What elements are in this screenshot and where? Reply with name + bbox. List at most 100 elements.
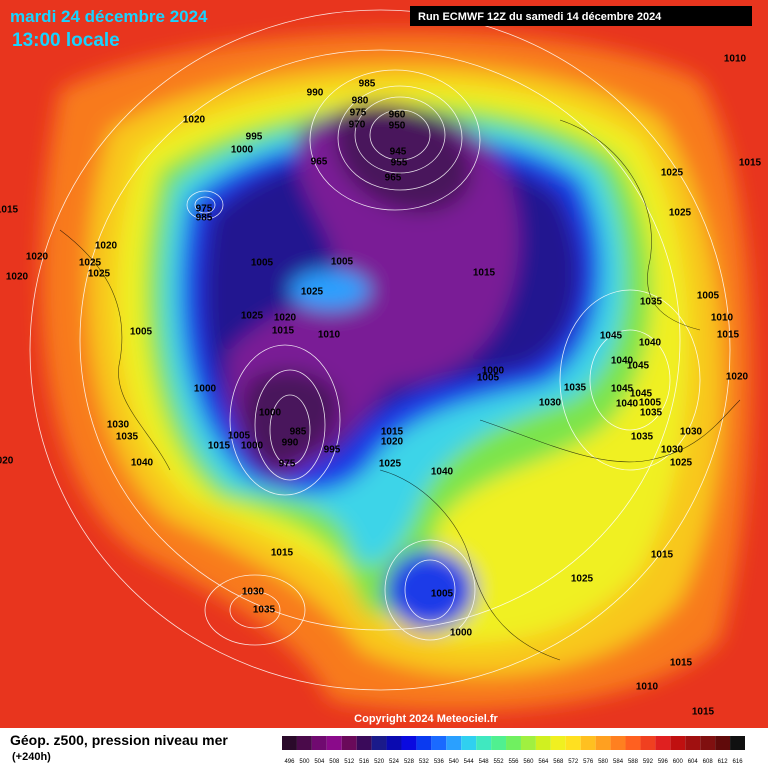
legend-swatch xyxy=(311,736,327,750)
pressure-label: 995 xyxy=(324,445,341,456)
footer-title: Géop. z500, pression niveau mer xyxy=(10,732,228,748)
legend-label: 612 xyxy=(718,759,729,765)
legend-swatch xyxy=(326,736,342,750)
pressure-label: 970 xyxy=(349,120,366,131)
pressure-label: 1025 xyxy=(379,459,402,470)
legend-label: 552 xyxy=(494,759,505,765)
run-info: Run ECMWF 12Z du samedi 14 décembre 2024 xyxy=(418,11,662,23)
legend-label: 496 xyxy=(284,759,295,765)
pressure-label: 1005 xyxy=(331,257,354,268)
legend-label: 540 xyxy=(449,759,460,765)
pressure-label: 1025 xyxy=(571,574,594,585)
pressure-label: 1020 xyxy=(274,313,297,324)
legend-label: 588 xyxy=(628,759,639,765)
pressure-label: 1015 xyxy=(272,326,295,337)
isobars xyxy=(29,9,731,691)
legend-label: 512 xyxy=(344,759,355,765)
pressure-label: 985 xyxy=(359,79,376,90)
legend-swatch xyxy=(491,736,507,750)
map-date: mardi 24 décembre 2024 xyxy=(10,7,208,26)
pressure-label: 1000 xyxy=(194,384,217,395)
legend-swatch xyxy=(431,736,447,750)
pressure-label: 960 xyxy=(389,110,406,121)
legend-swatch xyxy=(371,736,387,750)
legend-label: 564 xyxy=(538,759,549,765)
pressure-label: 995 xyxy=(246,132,263,143)
legend-swatch xyxy=(341,736,357,750)
pressure-label: 1015 xyxy=(271,548,294,559)
pressure-label: 1020 xyxy=(26,252,49,263)
legend-swatch xyxy=(640,736,656,750)
pressure-label: 975 xyxy=(279,459,296,470)
pressure-label: 975 xyxy=(350,108,367,119)
zone-darkpurple xyxy=(241,102,472,470)
pressure-label: 1025 xyxy=(79,258,102,269)
pressure-label: 1015 xyxy=(717,330,740,341)
legend-label: 556 xyxy=(508,759,519,765)
legend-label: 580 xyxy=(598,759,609,765)
pressure-label: 1010 xyxy=(724,54,747,65)
legend-swatch xyxy=(700,736,716,750)
pressure-label: 1035 xyxy=(640,408,663,419)
pressure-label: 975 xyxy=(196,204,213,215)
pressure-label: 1040 xyxy=(611,356,634,367)
legend-swatch xyxy=(282,736,297,750)
pressure-label: 1000 xyxy=(482,366,505,377)
pressure-label: 1005 xyxy=(697,291,720,302)
legend-label: 536 xyxy=(434,759,445,765)
legend-swatch xyxy=(476,736,492,750)
pressure-label: 1040 xyxy=(431,467,454,478)
pressure-label: 1025 xyxy=(670,458,693,469)
legend-swatch xyxy=(550,736,566,750)
legend-swatch xyxy=(461,736,477,750)
pressure-label: 1005 xyxy=(639,398,662,409)
pressure-label: 1030 xyxy=(661,445,684,456)
pressure-label: 950 xyxy=(389,121,406,132)
pressure-label: 1040 xyxy=(131,458,154,469)
pressure-label: 1020 xyxy=(381,437,404,448)
legend-label: 504 xyxy=(314,759,325,765)
zone-blue-europe xyxy=(385,550,475,630)
pressure-label: 1020 xyxy=(6,272,29,283)
legend-swatch xyxy=(446,736,462,750)
pressure-label: 1030 xyxy=(539,398,562,409)
legend-label: 544 xyxy=(464,759,475,765)
pressure-label: 1030 xyxy=(680,427,703,438)
pressure-label: 1025 xyxy=(669,208,692,219)
legend-swatch xyxy=(625,736,641,750)
legend-label: 584 xyxy=(613,759,624,765)
legend-label: 600 xyxy=(673,759,684,765)
pressure-label: 1000 xyxy=(231,145,254,156)
copyright: Copyright 2024 Meteociel.fr xyxy=(354,713,498,725)
pressure-label: 1015 xyxy=(651,550,674,561)
legend-label: 524 xyxy=(389,759,400,765)
pressure-label: 1035 xyxy=(631,432,654,443)
pressure-label: 1015 xyxy=(692,707,715,718)
pressure-label: 1005 xyxy=(228,431,251,442)
pressure-label: 955 xyxy=(391,158,408,169)
legend-label: 500 xyxy=(299,759,310,765)
legend-label: 520 xyxy=(374,759,385,765)
pressure-label: 1005 xyxy=(130,327,153,338)
pressure-label: 1035 xyxy=(116,432,139,443)
pressure-label: 1025 xyxy=(241,311,264,322)
legend-label: 572 xyxy=(568,759,579,765)
pressure-label: 1015 xyxy=(381,427,404,438)
pressure-label: 1040 xyxy=(639,338,662,349)
legend-label: 568 xyxy=(553,759,564,765)
color-legend: 496 500 504 508 512 516 520 524 528 532 536 540 544 5… xyxy=(282,736,745,765)
pressure-label: 1010 xyxy=(711,313,734,324)
pressure-label: 1015 xyxy=(739,158,762,169)
legend-swatch xyxy=(685,736,701,750)
legend-swatch xyxy=(730,736,745,750)
pressure-label: 1000 xyxy=(450,628,473,639)
legend-swatch xyxy=(535,736,551,750)
pressure-label: 1005 xyxy=(251,258,274,269)
pressure-label: 020 xyxy=(0,456,14,467)
legend-swatch xyxy=(506,736,521,750)
pressure-label: 1015 xyxy=(0,205,19,216)
zone-cyan-pacific xyxy=(290,270,370,310)
pressure-label: 1015 xyxy=(670,658,693,669)
pressure-label: 1000 xyxy=(241,441,264,452)
footer-lead: (+240h) xyxy=(12,751,51,763)
